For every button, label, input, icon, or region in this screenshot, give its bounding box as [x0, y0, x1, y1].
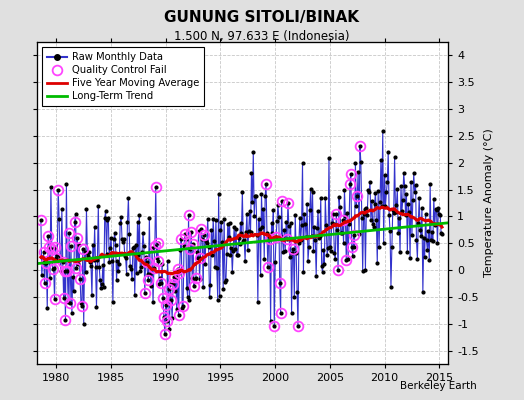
Legend: Raw Monthly Data, Quality Control Fail, Five Year Moving Average, Long-Term Tren: Raw Monthly Data, Quality Control Fail, … [42, 47, 204, 106]
Text: 1.500 N, 97.633 E (Indonesia): 1.500 N, 97.633 E (Indonesia) [174, 30, 350, 43]
Text: Berkeley Earth: Berkeley Earth [400, 381, 477, 391]
Y-axis label: Temperature Anomaly (°C): Temperature Anomaly (°C) [484, 129, 494, 277]
Text: GUNUNG SITOLI/BINAK: GUNUNG SITOLI/BINAK [165, 10, 359, 25]
